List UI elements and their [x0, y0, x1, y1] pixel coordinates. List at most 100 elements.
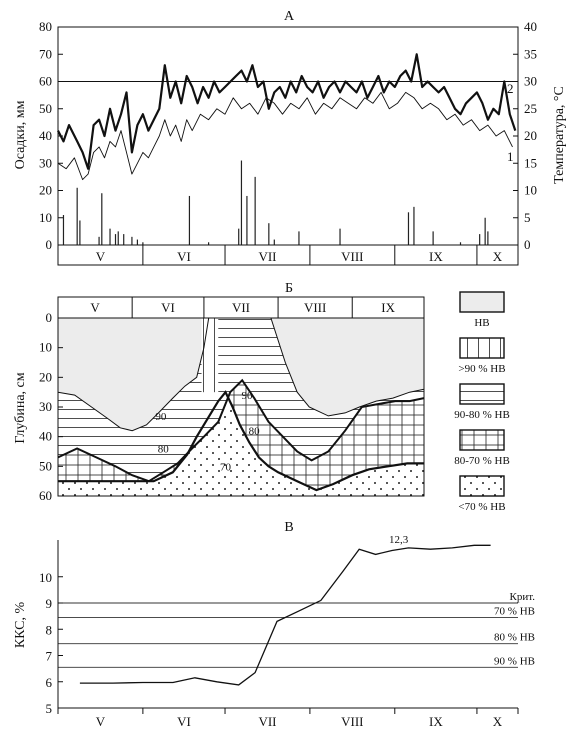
- depth-tick-label: 0: [46, 310, 53, 325]
- depth-tick-label: 40: [39, 429, 52, 444]
- month-label: VIII: [341, 249, 363, 264]
- kks-tick-label: 10: [39, 570, 52, 585]
- right-tick-label: 35: [524, 46, 537, 61]
- kks-tick-label: 8: [46, 622, 53, 637]
- panel-a-frame: [57, 26, 519, 266]
- depth-tick-label: 20: [39, 369, 52, 384]
- month-label: VI: [177, 714, 191, 729]
- panel-b-month-labels: V VI VII VIII IX: [90, 300, 395, 315]
- panel-a-month-labels: V VI VII VIII IX X: [96, 249, 503, 264]
- right-tick-label: 40: [524, 19, 537, 34]
- panel-c-threshold-lines: Крит. 70 % НВ 80 % НВ 90 % НВ: [58, 591, 536, 668]
- month-label: VII: [258, 714, 276, 729]
- isoline-80: [58, 390, 424, 492]
- panel-c-label: В: [284, 520, 293, 535]
- month-label: VIII: [304, 300, 326, 315]
- legend-label: 90-80 % НВ: [454, 409, 510, 421]
- left-tick-label: 20: [39, 183, 52, 198]
- threshold-label: 70 % НВ: [494, 605, 535, 617]
- right-tick-label: 25: [524, 101, 537, 116]
- panel-a-left-axis-label: Осадки, мм: [13, 100, 28, 169]
- month-label: V: [90, 300, 100, 315]
- kks-tick-label: 9: [46, 596, 53, 611]
- right-tick-label: 30: [524, 74, 537, 89]
- legend-swatch: [459, 337, 505, 359]
- panel-b-isoline-labels: 90 80 70 90 80: [155, 390, 260, 473]
- panel-a-precipitation-bars: [62, 160, 489, 245]
- left-tick-label: 30: [39, 155, 52, 170]
- month-label: V: [96, 249, 106, 264]
- month-label: X: [493, 249, 503, 264]
- panel-b-frame: [57, 296, 425, 497]
- legend-swatch: [459, 383, 505, 405]
- month-label: IX: [429, 714, 443, 729]
- panel-c-peak-label: 12,3: [389, 534, 409, 546]
- panel-c-kks-line: [79, 544, 491, 686]
- month-label: VI: [161, 300, 175, 315]
- series-2-label: 2: [507, 81, 514, 96]
- threshold-label: 90 % НВ: [494, 655, 535, 667]
- legend-swatch: [459, 291, 505, 313]
- isoline-label: 80: [158, 444, 170, 456]
- panel-a-label: А: [284, 9, 295, 24]
- depth-tick-label: 30: [39, 399, 52, 414]
- panel-a-temperature-lines: [57, 53, 517, 181]
- panel-b-moisture-zones: [57, 317, 425, 496]
- zone-nv: [58, 318, 424, 431]
- kks-tick-label: 6: [46, 675, 53, 690]
- left-tick-label: 10: [39, 210, 52, 225]
- zone-gt90-column: [201, 318, 219, 393]
- right-tick-label: 15: [524, 155, 537, 170]
- left-tick-label: 60: [39, 74, 52, 89]
- panel-a-ticks: 0 10 20 30 40 50 60 70 80 0 5 10 15 20 25 30 35 40: [39, 19, 537, 252]
- right-tick-label: 10: [524, 183, 537, 198]
- threshold-label: Крит.: [510, 591, 536, 603]
- month-label: IX: [429, 249, 443, 264]
- temp-line-1: [57, 91, 513, 181]
- right-tick-label: 5: [524, 210, 531, 225]
- legend-label: 80-70 % НВ: [454, 455, 510, 467]
- legend-label: >90 % НВ: [458, 363, 505, 375]
- isoline-label: 70: [220, 461, 232, 473]
- temp-line-2: [57, 53, 517, 170]
- left-tick-label: 50: [39, 101, 52, 116]
- panel-c-axes: [57, 540, 519, 714]
- month-label: VII: [232, 300, 250, 315]
- panel-b-ticks: 0 10 20 30 40 50 60: [39, 310, 63, 503]
- panel-b-axis-label: Глубина, см: [13, 372, 28, 443]
- panel-c-ticks: 5 6 7 8 9 10: [39, 570, 63, 716]
- depth-tick-label: 10: [39, 340, 52, 355]
- panel-a-axes: [57, 26, 519, 266]
- isoline-label: 90: [241, 390, 253, 402]
- kks-tick-label: 7: [46, 649, 53, 664]
- series-1-label: 1: [507, 149, 514, 164]
- panel-c: В ККС, % Крит. 70 % НВ 80 % НВ 90 % НВ 5 6 7 8…: [13, 520, 535, 729]
- legend-label: <70 % НВ: [458, 501, 505, 513]
- right-tick-label: 20: [524, 128, 537, 143]
- legend-swatch: [459, 475, 505, 497]
- panel-b-axes: [57, 296, 425, 497]
- threshold-label: 80 % НВ: [494, 632, 535, 644]
- month-label: IX: [381, 300, 395, 315]
- depth-tick-label: 60: [39, 488, 52, 503]
- panel-a-right-axis-label: Температура, °C: [552, 86, 567, 184]
- panel-b-legend: НВ >90 % НВ 90-80 % НВ 80-70 % НВ <70 % НВ: [454, 291, 510, 513]
- kks-line: [79, 544, 491, 686]
- kks-tick-label: 5: [46, 701, 53, 716]
- right-tick-label: 0: [524, 237, 531, 252]
- month-label: X: [493, 714, 503, 729]
- month-label: V: [96, 714, 106, 729]
- month-label: VIII: [341, 714, 363, 729]
- panel-a: А Осадки, мм Температура, °C 0 10 20 30 40 50…: [13, 9, 567, 266]
- legend-swatch: [459, 429, 505, 451]
- legend-label: НВ: [474, 317, 489, 329]
- left-tick-label: 80: [39, 19, 52, 34]
- depth-tick-label: 50: [39, 458, 52, 473]
- month-label: VII: [258, 249, 276, 264]
- month-label: VI: [177, 249, 191, 264]
- isoline-label: 90: [155, 411, 167, 423]
- panel-c-month-labels: V VI VII VIII IX X: [96, 714, 503, 729]
- panel-c-axis-label: ККС, %: [13, 601, 28, 648]
- left-tick-label: 70: [39, 46, 52, 61]
